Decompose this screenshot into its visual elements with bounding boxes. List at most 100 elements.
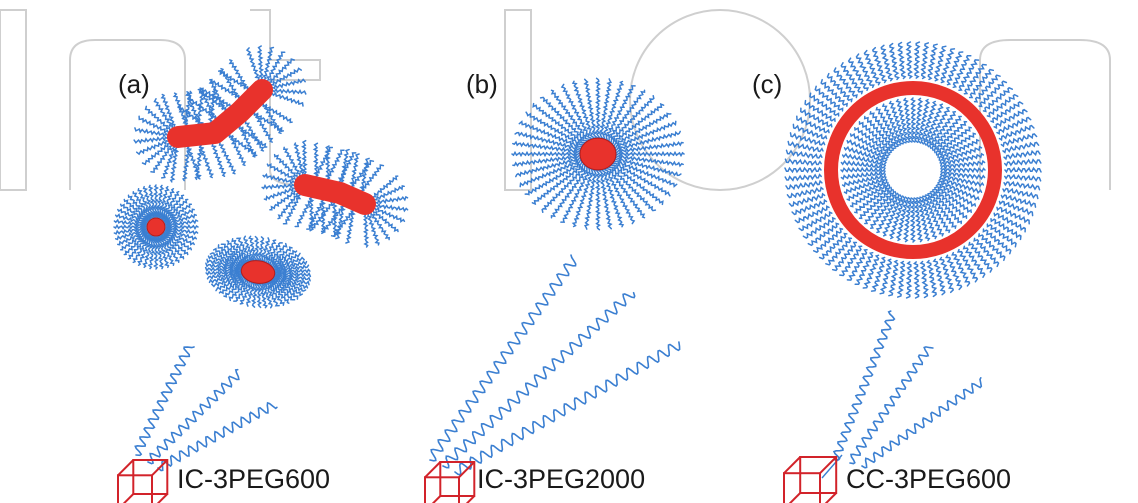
peg-chain — [939, 145, 983, 164]
peg-chain — [215, 274, 250, 292]
watermark-logo — [0, 9, 1111, 191]
peg-chain — [251, 279, 260, 308]
panel-b — [424, 77, 685, 503]
peg-chain — [560, 83, 594, 144]
peg-chain — [454, 341, 681, 476]
peg-chain — [154, 184, 165, 218]
peg-chain — [913, 41, 921, 79]
peg-chain — [160, 146, 177, 179]
peg-chain — [153, 236, 159, 270]
peg-chain — [820, 78, 848, 107]
peg-chain — [932, 258, 946, 296]
peg-chain — [268, 264, 310, 273]
peg-chain — [986, 93, 1019, 118]
peg-chain — [163, 203, 193, 223]
peg-chain — [933, 185, 972, 214]
peg-chain — [282, 194, 302, 225]
peg-chain — [226, 240, 252, 266]
simulation-box-icon — [783, 456, 838, 503]
peg-chain — [583, 78, 598, 143]
peg-chain — [256, 45, 265, 80]
peg-chain — [326, 149, 345, 180]
peg-chain — [909, 197, 916, 243]
peg-chain — [272, 87, 307, 95]
peg-chain — [604, 89, 646, 145]
box-front-face — [783, 472, 821, 503]
panel-a — [113, 45, 409, 503]
peg-chain — [320, 205, 344, 233]
peg-chain — [138, 115, 169, 134]
peg-chain — [1003, 180, 1041, 191]
peg-chain — [268, 273, 309, 290]
peg-chain — [952, 55, 972, 89]
peg-chain — [922, 195, 945, 237]
peg-chain — [271, 91, 304, 107]
peg-chain — [788, 192, 826, 207]
peg-chain — [263, 187, 296, 201]
peg-chain — [164, 213, 198, 226]
peg-chain — [982, 86, 1014, 113]
peg-chain — [982, 228, 1012, 255]
peg-chain — [869, 190, 898, 229]
peg-chain — [153, 98, 174, 129]
box-edge — [151, 459, 169, 477]
peg-chain — [263, 242, 288, 267]
peg-chain — [990, 101, 1024, 124]
peg-chain — [541, 162, 590, 214]
peg-chain — [165, 224, 199, 230]
hydrophobic-core — [579, 137, 617, 171]
peg-chain — [560, 164, 594, 223]
molecule-illustrations — [113, 41, 1042, 503]
peg-chain — [209, 78, 240, 99]
peg-chain — [255, 279, 263, 309]
peg-chain — [270, 67, 303, 86]
peg-chain — [939, 174, 985, 188]
peg-chain — [902, 196, 912, 243]
peg-chain — [931, 188, 968, 219]
peg-chain — [940, 159, 986, 170]
peg-chain — [268, 272, 310, 286]
peg-chain — [117, 230, 148, 246]
peg-chain — [262, 172, 296, 185]
peg-chain — [262, 103, 293, 124]
peg-chain — [870, 256, 886, 292]
peg-chain — [840, 166, 886, 173]
hydrophobic-core — [167, 79, 273, 148]
peg-chain — [142, 235, 156, 269]
peg-chain — [846, 139, 889, 160]
peg-chain — [840, 159, 887, 169]
peg-chain — [268, 260, 308, 272]
box-edge — [465, 495, 476, 503]
peg-chain — [843, 145, 888, 163]
peg-chain — [864, 188, 895, 225]
peg-chain — [514, 131, 586, 153]
peg-chain — [880, 44, 894, 82]
peg-chain — [123, 198, 150, 222]
peg-chain — [978, 80, 1008, 108]
peg-chain — [245, 47, 260, 81]
peg-chain — [269, 271, 311, 282]
peg-chain — [256, 236, 265, 265]
peg-chain — [181, 146, 192, 182]
peg-chain — [157, 235, 170, 269]
peg-chain — [132, 234, 152, 264]
peg-chain — [137, 188, 153, 219]
peg-chain — [236, 237, 255, 265]
peg-chain — [939, 171, 986, 181]
peg-chain — [156, 185, 170, 219]
peg-chain — [938, 177, 983, 195]
peg-chain — [951, 251, 971, 287]
peg-chain — [611, 152, 684, 168]
peg-chain — [524, 159, 587, 196]
peg-chain — [927, 192, 957, 229]
box-edge — [431, 495, 442, 503]
peg-chain — [956, 248, 979, 283]
peg-chain — [919, 196, 938, 240]
peg-chain — [990, 218, 1022, 241]
peg-chain — [198, 144, 215, 179]
peg-chain — [133, 136, 168, 145]
peg-chain — [888, 100, 907, 144]
peg-chain — [262, 242, 283, 266]
unimer-chains-c — [832, 310, 983, 469]
peg-chain — [895, 98, 910, 143]
